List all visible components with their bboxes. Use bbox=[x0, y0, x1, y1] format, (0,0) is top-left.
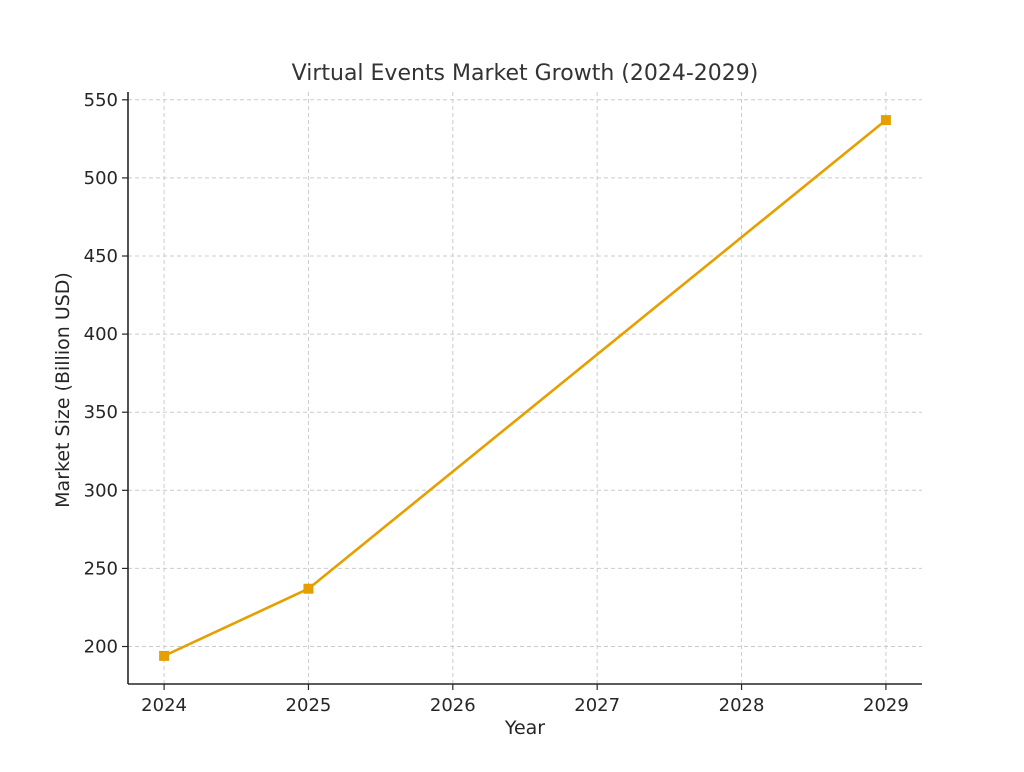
y-tick-label: 300 bbox=[84, 480, 118, 501]
x-tick-label: 2029 bbox=[863, 695, 909, 716]
data-point-marker bbox=[303, 583, 314, 594]
axes-layer bbox=[127, 92, 922, 685]
ticks-layer: 2024 2025 2026 2027 2028 2029 200 250 300 350 400 4… bbox=[84, 90, 909, 716]
y-tick-label: 550 bbox=[84, 90, 118, 111]
y-tick-label: 250 bbox=[84, 558, 118, 579]
x-tick-label: 2024 bbox=[141, 695, 187, 716]
y-tick-label: 350 bbox=[84, 402, 118, 423]
grid-layer bbox=[128, 92, 922, 684]
y-tick-label: 200 bbox=[84, 637, 118, 658]
data-point-marker bbox=[880, 115, 891, 126]
x-tick-label: 2028 bbox=[719, 695, 765, 716]
series-layer bbox=[159, 115, 891, 661]
x-tick-label: 2026 bbox=[430, 695, 476, 716]
chart-title: Virtual Events Market Growth (2024-2029) bbox=[292, 61, 759, 86]
data-point-marker bbox=[159, 650, 170, 661]
x-axis-label: Year bbox=[504, 717, 545, 739]
series-line bbox=[162, 118, 888, 658]
y-tick-label: 400 bbox=[84, 324, 118, 345]
x-tick-label: 2025 bbox=[286, 695, 332, 716]
y-tick-label: 500 bbox=[84, 168, 118, 189]
y-axis-label: Market Size (Billion USD) bbox=[52, 272, 74, 508]
y-tick-label: 450 bbox=[84, 246, 118, 267]
x-tick-label: 2027 bbox=[574, 695, 620, 716]
